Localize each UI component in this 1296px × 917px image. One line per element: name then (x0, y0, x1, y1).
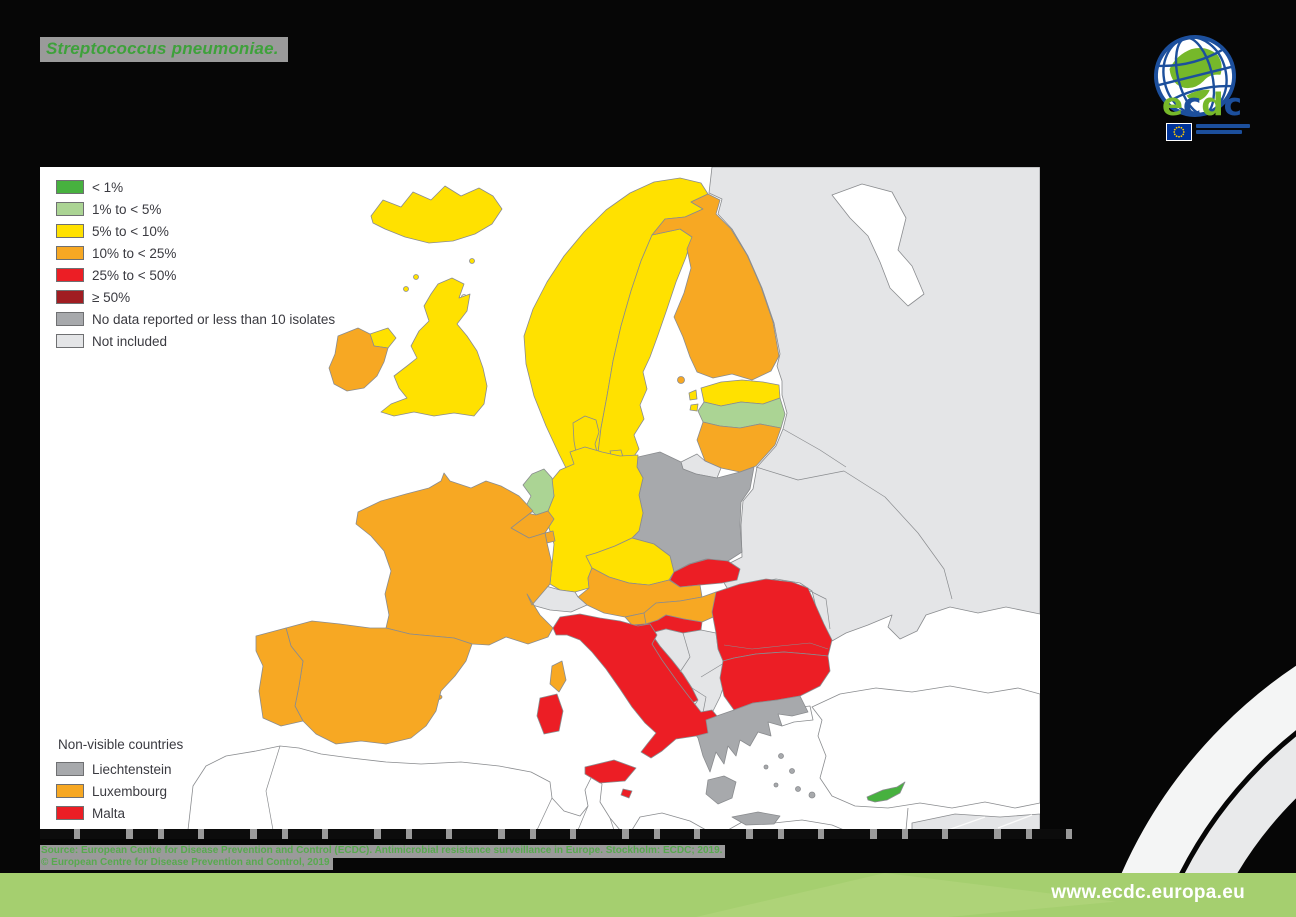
country-ireland (328, 327, 389, 392)
country-united-kingdom (380, 277, 488, 417)
saaremaa-island (688, 389, 698, 401)
legend-item: < 1% (56, 176, 335, 198)
choropleth-map (187, 167, 1040, 830)
globe-icon (1154, 35, 1236, 117)
levant-coast (905, 807, 909, 830)
country-cyprus (866, 781, 906, 803)
levant-borders (947, 814, 1033, 830)
legend-label: ≥ 50% (92, 289, 131, 305)
country-finland (651, 193, 780, 381)
legend-swatch (56, 334, 84, 348)
legend-item: No data reported or less than 10 isolate… (56, 308, 335, 330)
internal-borders-east (755, 428, 953, 630)
legend-swatch (56, 290, 84, 304)
legend-item: 1% to < 5% (56, 198, 335, 220)
footnote-copyright: © European Centre for Disease Prevention… (40, 857, 333, 870)
legend-swatch (56, 762, 84, 776)
europe-map-panel: < 1% 1% to < 5% 5% to < 10% 10% to < 25%… (40, 167, 1040, 830)
white-sea (831, 183, 925, 307)
legend-label: 25% to < 50% (92, 267, 177, 283)
levant-corner (911, 813, 1040, 830)
legend-swatch (56, 312, 84, 326)
north-africa-west (187, 745, 621, 830)
legend-label: < 1% (92, 179, 124, 195)
danube-river (723, 642, 829, 650)
crete-island (731, 811, 781, 826)
footer-url: www.ecdc.europa.eu (1051, 882, 1245, 903)
legend-swatch (56, 224, 84, 238)
non-visible-title: Non-visible countries (58, 737, 184, 752)
corsica-island (549, 660, 567, 693)
ecdc-wordmark: ecdc (1162, 87, 1243, 123)
footnote-source: Source: European Centre for Disease Prev… (40, 845, 726, 858)
country-germany (547, 446, 644, 593)
legend-swatch (56, 246, 84, 260)
africa-borders (265, 745, 615, 830)
sicily-island (584, 759, 637, 784)
non-visible-label: Malta (92, 805, 126, 821)
legend-item: 10% to < 25% (56, 242, 335, 264)
slide-title: Streptococcus pneumoniae. (46, 39, 279, 58)
shetland-island (469, 258, 475, 264)
country-turkey (811, 685, 1040, 809)
legend-swatch (56, 784, 84, 798)
country-lithuania (696, 421, 782, 473)
country-bulgaria (719, 651, 831, 711)
ecdc-logo: ecdc (1146, 33, 1258, 141)
country-greece (689, 695, 809, 773)
country-netherlands (522, 468, 555, 516)
outside-countries (187, 685, 1040, 830)
eu-flag-icon (1166, 123, 1192, 141)
hebrides-island (413, 274, 419, 280)
legend-label: Not included (92, 333, 168, 349)
peloponnese (705, 775, 737, 805)
non-visible-label: Liechtenstein (92, 761, 172, 777)
legend-swatch (56, 202, 84, 216)
legend-swatch (56, 806, 84, 820)
legend-item: ≥ 50% (56, 286, 335, 308)
footer-bar: www.ecdc.europa.eu (0, 873, 1296, 917)
legend-label: 10% to < 25% (92, 245, 177, 261)
legend-label: 1% to < 5% (92, 201, 162, 217)
swoosh-graphic (1066, 640, 1296, 917)
non-visible-item: Luxembourg (56, 780, 183, 802)
legend-swatch (56, 268, 84, 282)
non-visible-item: Liechtenstein (56, 758, 183, 780)
legend-item: Not included (56, 330, 335, 352)
legend-label: 5% to < 10% (92, 223, 169, 239)
country-spain (285, 620, 473, 745)
ecdc-logo-text-bars (1196, 123, 1250, 136)
aland-island (677, 376, 685, 384)
country-austria (577, 567, 703, 618)
country-portugal (255, 627, 304, 727)
slide-title-highlight: Streptococcus pneumoniae. (40, 37, 288, 62)
legend-item: 5% to < 10% (56, 220, 335, 242)
country-malta (620, 788, 633, 799)
country-sweden (596, 228, 693, 495)
sardinia-island (536, 693, 564, 735)
orkney-island (403, 286, 409, 292)
map-legend: < 1% 1% to < 5% 5% to < 10% 10% to < 25%… (56, 176, 335, 352)
country-italy (552, 613, 718, 759)
legend-item: 25% to < 50% (56, 264, 335, 286)
north-africa-libya (631, 812, 707, 830)
non-visible-label: Luxembourg (92, 783, 168, 799)
legend-swatch (56, 180, 84, 194)
non-visible-countries-legend: Non-visible countries Liechtenstein Luxe… (56, 737, 183, 824)
country-france (355, 472, 554, 646)
country-iceland (370, 185, 503, 244)
non-visible-item: Malta (56, 802, 183, 824)
aegean-islands (763, 753, 816, 799)
hiiumaa-island (689, 403, 699, 412)
redacted-text-bar (40, 829, 1072, 839)
legend-label: No data reported or less than 10 isolate… (92, 311, 336, 327)
